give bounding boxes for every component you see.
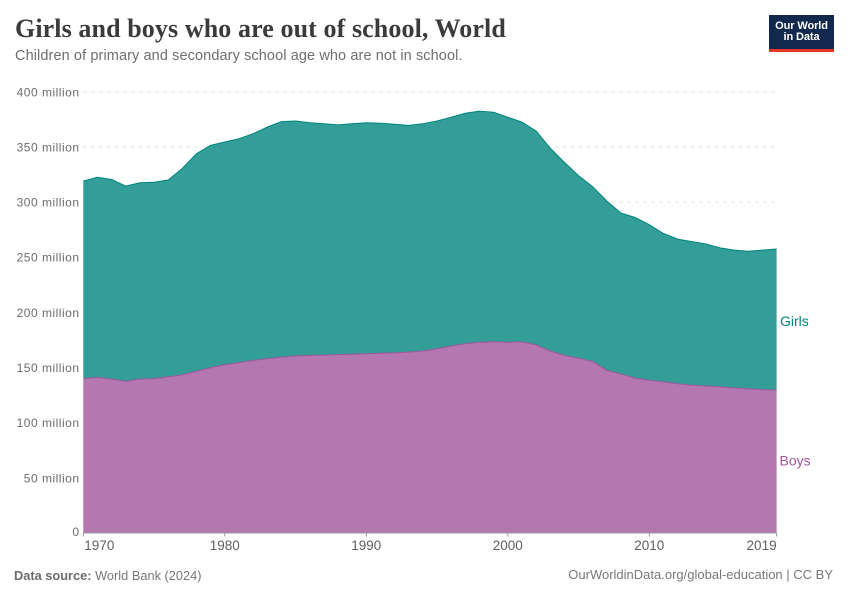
svg-text:200 million: 200 million bbox=[17, 306, 80, 320]
svg-text:400 million: 400 million bbox=[17, 85, 80, 99]
svg-text:2019: 2019 bbox=[747, 538, 777, 553]
svg-text:Boys: Boys bbox=[780, 453, 811, 469]
svg-text:250 million: 250 million bbox=[17, 251, 80, 265]
svg-text:150 million: 150 million bbox=[17, 361, 80, 375]
svg-text:2000: 2000 bbox=[493, 538, 523, 553]
svg-text:100 million: 100 million bbox=[17, 416, 80, 430]
svg-text:350 million: 350 million bbox=[17, 140, 80, 154]
svg-text:1980: 1980 bbox=[210, 538, 240, 553]
svg-text:0: 0 bbox=[72, 525, 79, 539]
svg-text:300 million: 300 million bbox=[17, 196, 80, 210]
svg-text:50 million: 50 million bbox=[24, 471, 80, 485]
svg-text:1990: 1990 bbox=[351, 538, 381, 553]
svg-text:Girls: Girls bbox=[780, 313, 809, 329]
svg-text:2010: 2010 bbox=[634, 538, 664, 553]
svg-text:1970: 1970 bbox=[84, 538, 114, 553]
